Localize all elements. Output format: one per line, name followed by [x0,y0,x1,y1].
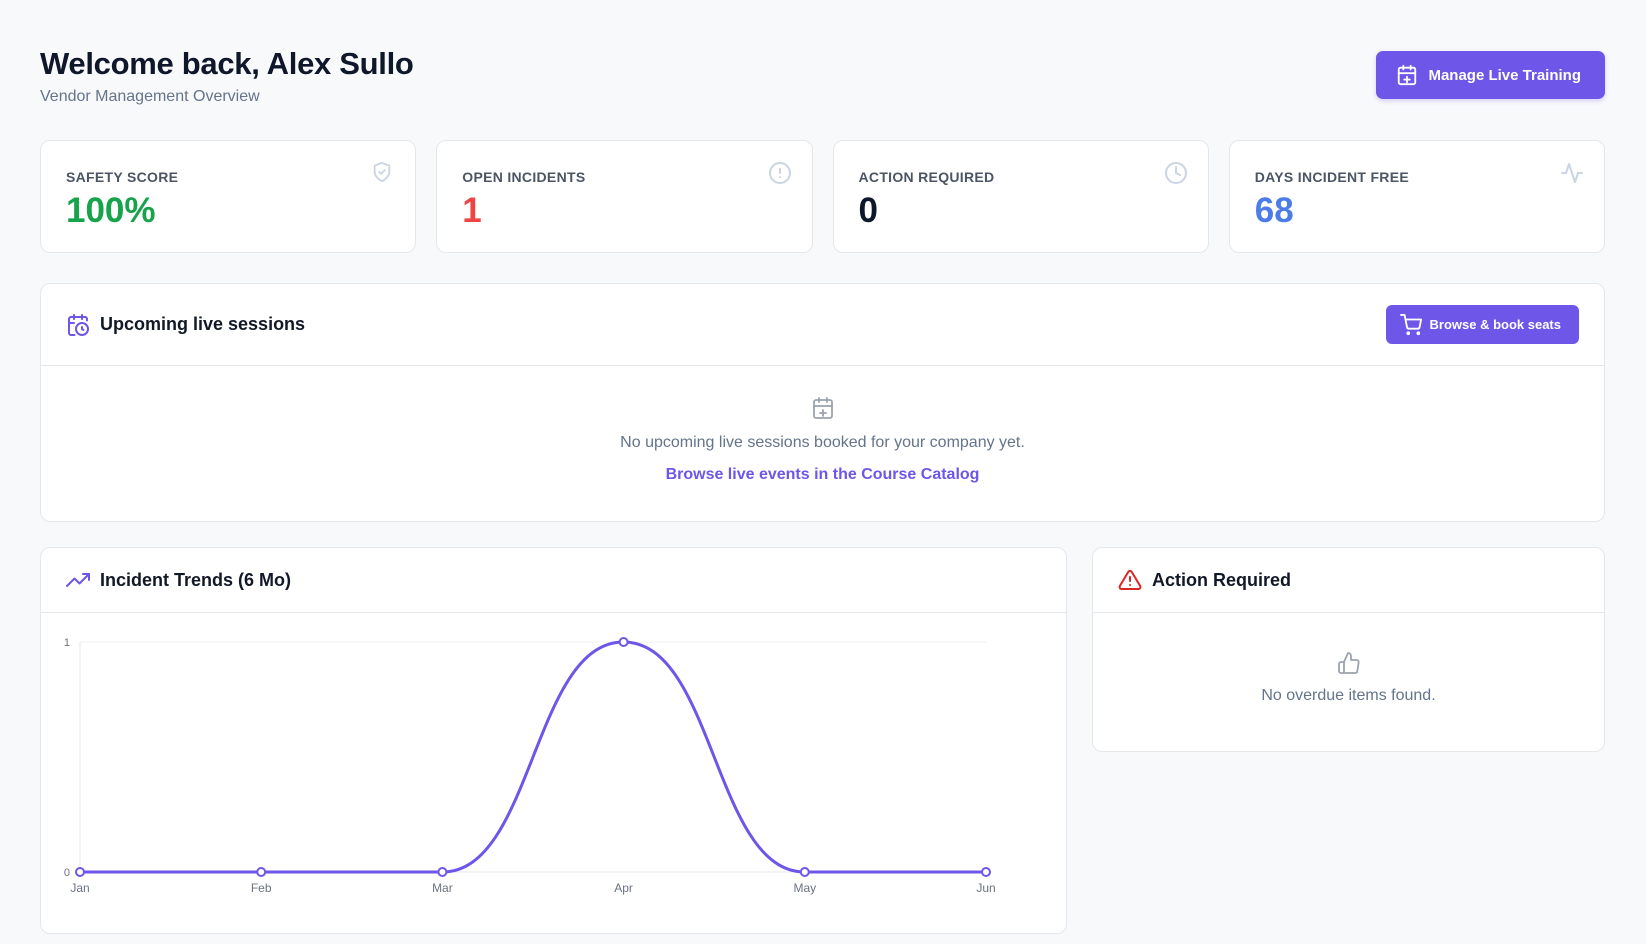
stat-value: 1 [462,191,482,230]
stat-card-action-required: ACTION REQUIRED 0 [832,140,1209,253]
x-tick-label: Apr [614,881,633,895]
trending-up-icon [66,568,90,592]
thumbs-up-icon [1337,651,1361,675]
stat-card-open-incidents: OPEN INCIDENTS 1 [436,140,813,253]
incident-trends-title: Incident Trends (6 Mo) [100,569,292,590]
incident-series-line [80,640,986,874]
x-tick-label: Jun [976,881,995,895]
browse-book-seats-button[interactable]: Browse & book seats [1385,305,1579,344]
calendar-plus-icon [1396,64,1418,86]
data-point [618,637,629,647]
action-required-header: Action Required [1093,548,1604,613]
page-subtitle: Vendor Management Overview [40,88,260,105]
upcoming-sessions-header: Upcoming live sessions Browse & book sea… [41,284,1604,366]
y-tick-label: 0 [64,867,70,879]
action-empty-text: No overdue items found. [1261,687,1436,704]
calendar-clock-icon [66,313,90,337]
browse-book-seats-label: Browse & book seats [1429,317,1562,332]
activity-icon [1560,161,1584,185]
upcoming-sessions-panel: Upcoming live sessions Browse & book sea… [40,283,1605,522]
x-tick-label: May [793,881,816,895]
stat-card-safety-score: SAFETY SCORE 100% [40,140,417,253]
data-point [75,867,85,877]
shopping-cart-icon [1399,313,1422,336]
stat-value: 68 [1254,191,1294,230]
data-point [981,867,991,877]
stat-label: SAFETY SCORE [66,169,179,185]
x-tick-label: Mar [432,881,453,895]
stat-label: ACTION REQUIRED [858,169,995,185]
x-tick-label: Jan [70,881,89,895]
calendar-plus-icon [811,396,835,420]
incident-trends-chart: 0 1 Jan Feb Mar Apr May Jun [64,637,996,895]
page-header: Welcome back, Alex Sullo Vendor Manageme… [40,44,1605,114]
course-catalog-link[interactable]: Browse live events in the Course Catalog [665,466,980,483]
stat-value: 100% [66,191,156,230]
upcoming-sessions-title: Upcoming live sessions [100,314,306,334]
stat-cards: SAFETY SCORE 100% OPEN INCIDENTS 1 ACTIO… [40,140,1605,253]
x-tick-label: Feb [251,881,272,895]
stat-label: DAYS INCIDENT FREE [1254,169,1409,185]
action-required-title: Action Required [1152,569,1292,590]
data-point [799,867,810,877]
manage-live-training-button[interactable]: Manage Live Training [1376,51,1605,99]
data-point [256,867,267,877]
action-required-panel: Action Required No overdue items found. [1092,547,1605,752]
data-point [437,867,448,877]
stat-value: 0 [858,191,878,230]
incident-trends-panel: Incident Trends (6 Mo) 0 1 Jan Feb Mar Apr May… [40,547,1067,934]
action-empty-state: No overdue items found. [1093,613,1604,705]
y-tick-label: 1 [64,637,70,649]
stat-card-days-incident-free: DAYS INCIDENT FREE 68 [1228,140,1605,253]
sessions-empty-state: No upcoming live sessions booked for you… [41,366,1604,484]
dashboard: Welcome back, Alex Sullo Vendor Manageme… [40,0,1605,944]
alert-triangle-icon [1118,568,1142,592]
stat-label: OPEN INCIDENTS [462,169,586,185]
clock-icon [1164,161,1188,185]
page-title: Welcome back, Alex Sullo [40,46,414,81]
alert-circle-icon [768,161,792,185]
manage-live-training-label: Manage Live Training [1428,66,1581,84]
sessions-empty-text: No upcoming live sessions booked for you… [620,434,1025,451]
shield-check-icon [371,161,395,185]
incident-trends-header: Incident Trends (6 Mo) [41,548,1066,613]
